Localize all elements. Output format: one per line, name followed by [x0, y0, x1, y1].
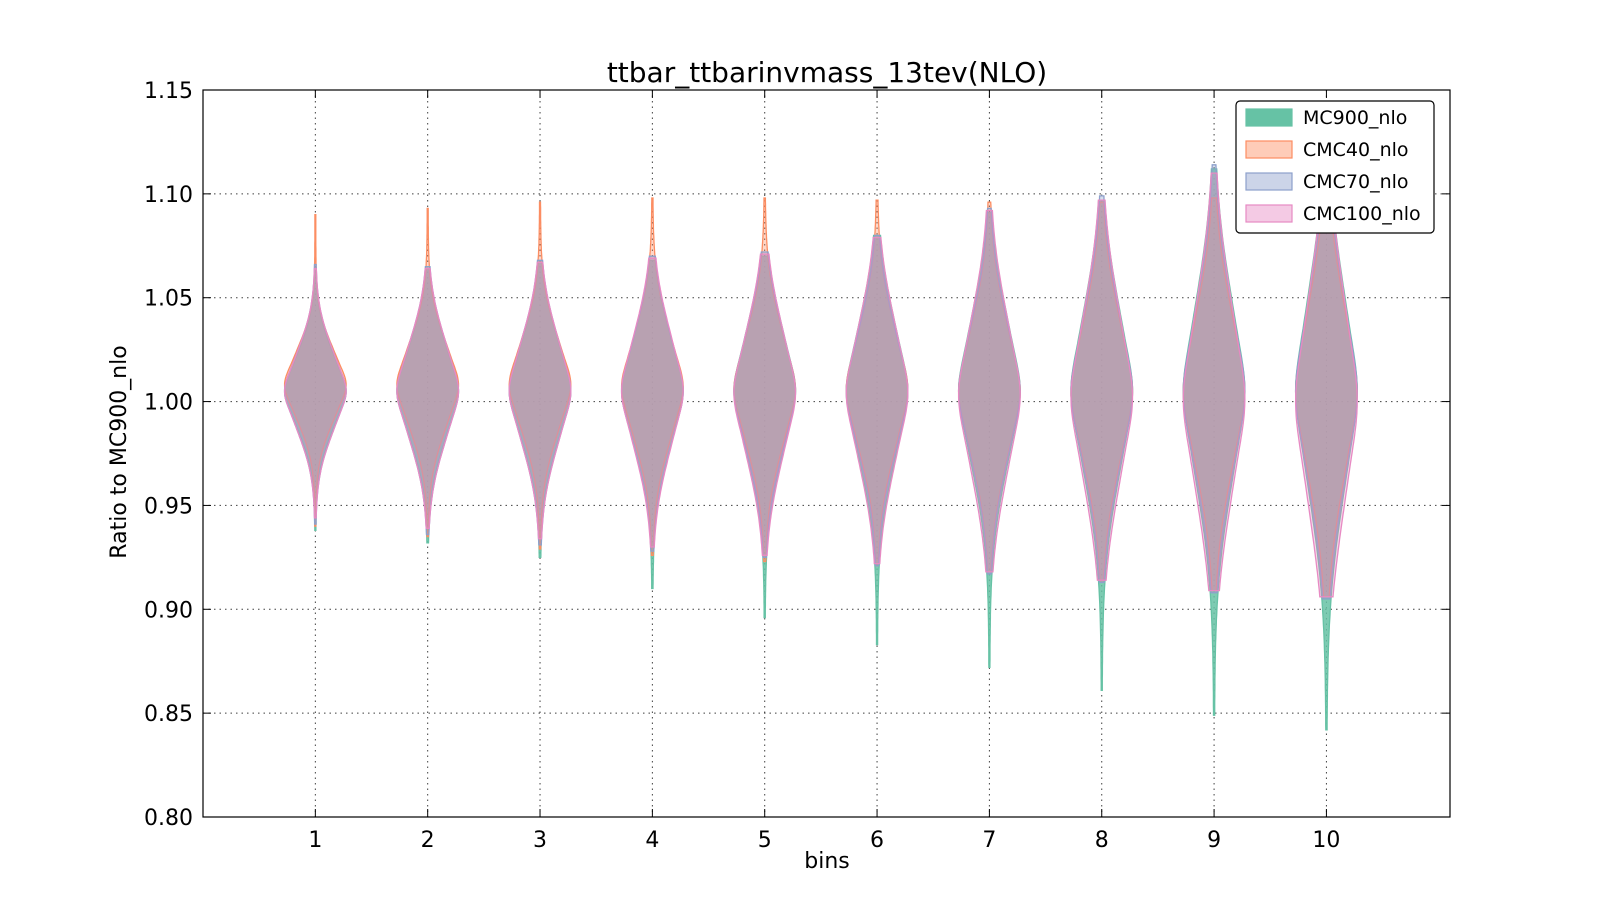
y-tick-label: 1.15: [144, 79, 193, 104]
x-tick-label: 4: [645, 828, 659, 853]
legend-swatch-CMC100_nlo: [1245, 204, 1293, 223]
violin-CMC40_nlo-bin-4: [620, 197, 684, 556]
violin-CMC40_nlo-bin-9: [1182, 197, 1246, 592]
legend-swatch-CMC40_nlo: [1245, 140, 1293, 159]
legend-frame: [1235, 100, 1435, 234]
legend-swatch-MC900_nlo: [1245, 108, 1293, 127]
y-tick-label: 0.85: [144, 702, 193, 727]
legend-label: MC900_nlo: [1303, 107, 1407, 129]
x-tick-label: 6: [870, 828, 884, 853]
y-axis-title: Ratio to MC900_nlo: [107, 345, 132, 558]
violin-CMC70_nlo-bin-8: [1070, 195, 1134, 583]
x-axis-title: bins: [804, 849, 849, 874]
violin-CMC100_nlo-bin-1: [283, 267, 347, 519]
legend-label: CMC40_nlo: [1303, 139, 1409, 161]
y-tick-label: 1.05: [144, 287, 193, 312]
violin-CMC100_nlo-bin-2: [396, 267, 460, 529]
legend: MC900_nlo CMC40_nlo CMC70_nlo CMC100_nlo: [1235, 100, 1435, 234]
x-tick-label: 3: [533, 828, 547, 853]
chart-title: ttbar_ttbarinvmass_13tev(NLO): [607, 56, 1047, 89]
legend-label: CMC100_nlo: [1303, 203, 1421, 225]
y-tick-label: 1.10: [144, 183, 193, 208]
violin-CMC100_nlo-bin-5: [733, 253, 797, 556]
x-tick-label: 10: [1312, 828, 1340, 853]
violin-CMC100_nlo-bin-8: [1070, 199, 1134, 581]
violin-CMC100_nlo-bin-9: [1182, 172, 1246, 592]
y-tick-label: 0.80: [144, 806, 193, 831]
tick-layer: 0.80 0.85 0.90 0.95 1.00 1.05 1.10 1.15 1 2 3 4 5 6 7 8…: [144, 79, 1450, 853]
violin-CMC100_nlo-bin-4: [620, 257, 684, 548]
x-tick-label: 5: [758, 828, 772, 853]
y-tick-label: 0.90: [144, 598, 193, 623]
violin-CMC100_nlo-bin-3: [508, 261, 572, 540]
violin-CMC70_nlo-bin-6: [845, 234, 909, 567]
legend-items: MC900_nlo CMC40_nlo CMC70_nlo CMC100_nlo: [1245, 107, 1421, 225]
violin-MC900_nlo-bin-6: [845, 234, 909, 646]
violin-CMC40_nlo-bin-6: [845, 199, 909, 567]
violin-CMC40_nlo-bin-1: [283, 213, 347, 527]
violin-CMC70_nlo-bin-5: [733, 251, 797, 559]
x-tick-label: 8: [1095, 828, 1109, 853]
violin-CMC100_nlo-bin-6: [845, 236, 909, 565]
x-tick-label: 9: [1207, 828, 1221, 853]
plot-frame: [202, 89, 1451, 818]
violin-CMC100_nlo-bin-7: [957, 209, 1021, 573]
y-tick-label: 1.00: [144, 391, 193, 416]
violin-MC900_nlo-bin-9: [1182, 168, 1246, 716]
x-tick-label: 2: [421, 828, 435, 853]
y-tick-label: 0.95: [144, 494, 193, 519]
violin-series-CMC100_nlo: [283, 164, 1358, 598]
x-tick-label: 1: [308, 828, 322, 853]
violin-CMC40_nlo-bin-5: [733, 197, 797, 563]
violin-CMC70_nlo-bin-7: [957, 207, 1021, 575]
violin-CMC40_nlo-bin-2: [396, 207, 460, 538]
violin-CMC40_nlo-bin-3: [508, 201, 572, 550]
violin-CMC70_nlo-bin-9: [1182, 164, 1246, 594]
violin-layer: [283, 155, 1358, 731]
legend-swatch-CMC70_nlo: [1245, 172, 1293, 191]
x-tick-label: 7: [982, 828, 996, 853]
legend-label: CMC70_nlo: [1303, 171, 1409, 193]
